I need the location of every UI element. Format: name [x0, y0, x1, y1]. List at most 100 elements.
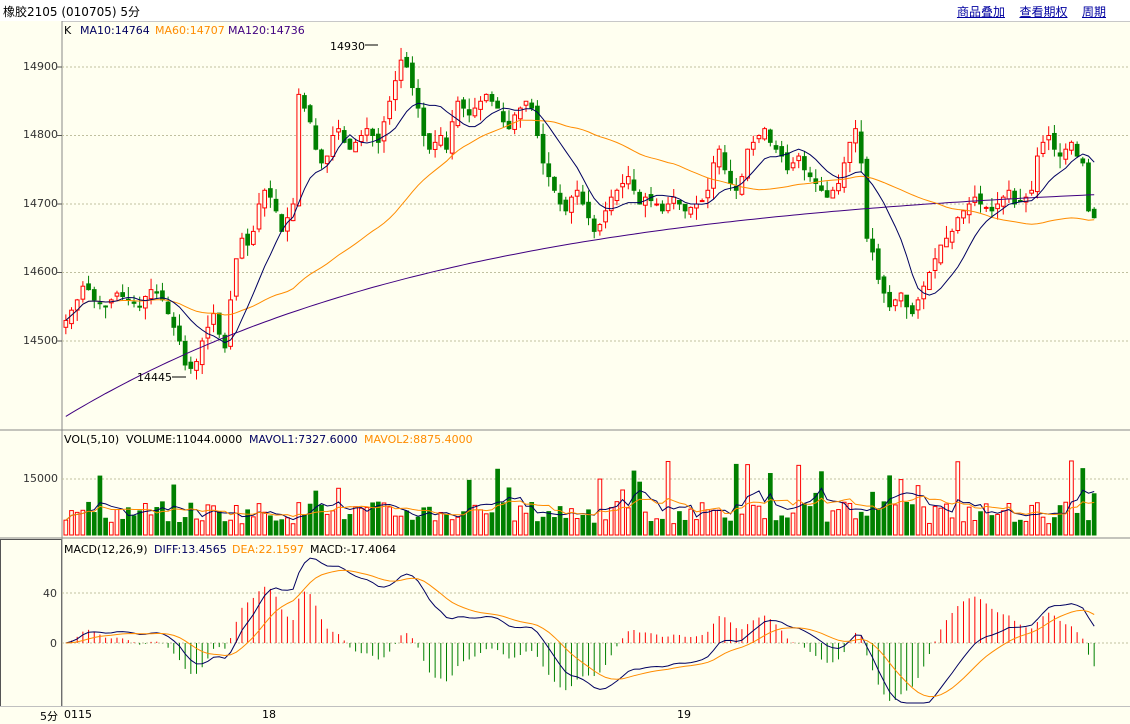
candle-body: [762, 128, 767, 140]
volume-bar: [290, 523, 296, 536]
candle-body: [444, 137, 449, 150]
overlay-product-link[interactable]: 商品叠加: [956, 5, 1005, 19]
candle-body: [387, 100, 393, 120]
volume-bar: [807, 506, 813, 536]
candle-body: [728, 170, 733, 184]
volume-bar: [1069, 460, 1074, 536]
volume-bar: [915, 485, 921, 536]
volume-bar: [131, 515, 137, 536]
candle-body: [796, 155, 802, 162]
candle-body: [955, 217, 961, 231]
volume-bar: [444, 513, 449, 536]
candle-body: [319, 149, 324, 164]
candle-body: [1057, 152, 1063, 157]
volume-bar: [336, 487, 341, 536]
volume-bar: [1057, 505, 1063, 536]
volume-bar: [938, 507, 944, 536]
volume-bar: [836, 509, 841, 536]
volume-bar: [194, 518, 199, 536]
volume-bar: [762, 518, 767, 536]
volume-bar: [523, 512, 529, 536]
volume-bar: [716, 509, 722, 536]
volume-bar: [608, 507, 614, 536]
volume-bar: [603, 519, 608, 536]
candle-body: [233, 258, 239, 297]
volume-bar: [580, 514, 586, 536]
volume-bar: [728, 520, 733, 536]
volume-bar: [552, 517, 557, 536]
candle-body: [1000, 196, 1006, 207]
candle-body: [779, 146, 785, 157]
vol-legend: VOL(5,10): [64, 433, 120, 446]
volume-bar: [921, 506, 927, 536]
volume-bar: [233, 505, 239, 536]
candle-body: [358, 135, 364, 143]
candle-body: [415, 87, 421, 109]
candle-body: [608, 196, 614, 212]
volume-bar: [478, 509, 483, 536]
volume-bar: [1012, 521, 1017, 536]
volume-bar: [80, 509, 86, 536]
volume-bar: [455, 516, 461, 536]
volume-bar: [711, 509, 716, 536]
volume-bar: [466, 479, 472, 536]
candle-body: [495, 100, 500, 109]
candle-body: [813, 178, 819, 184]
candle-body: [63, 319, 69, 328]
candle-body: [148, 289, 154, 300]
candle-body: [353, 141, 358, 153]
candle-body: [472, 107, 478, 117]
candle-body: [1029, 189, 1035, 194]
volume-bar: [160, 501, 165, 536]
period-label: 5分: [40, 710, 58, 723]
candle-body: [336, 128, 341, 133]
candle-body: [739, 176, 745, 195]
volume-bar: [910, 504, 915, 536]
candle-body: [841, 162, 847, 188]
candle-body: [268, 188, 273, 198]
candle-body: [91, 289, 97, 301]
candle-body: [143, 295, 148, 309]
volume-bar: [415, 516, 421, 536]
volume-bar: [586, 509, 591, 536]
candle-body: [665, 203, 671, 212]
volume-bar: [517, 505, 523, 536]
xtick-18: 18: [262, 708, 276, 721]
candle-body: [188, 361, 194, 369]
mavol2-line: [65, 495, 1095, 521]
volume-bar: [892, 504, 898, 536]
volume-bar: [364, 506, 370, 536]
period-link[interactable]: 周期: [1081, 5, 1106, 19]
candle-body: [478, 100, 483, 110]
volume-bar: [421, 507, 427, 536]
volume-bar: [1046, 523, 1052, 536]
candle-body: [114, 292, 120, 297]
candle-body: [404, 56, 410, 68]
volume-bar: [660, 518, 665, 536]
candle-body: [620, 182, 625, 188]
volume-bar: [273, 520, 279, 536]
candle-body: [847, 141, 853, 163]
volume-bar: [733, 463, 739, 536]
candle-body: [745, 148, 750, 179]
volume-bar: [819, 471, 824, 536]
volume-bar: [205, 504, 211, 536]
macd-axis-box: 40 0: [0, 539, 62, 707]
candle-body: [654, 203, 660, 206]
view-options-link[interactable]: 查看期权: [1019, 5, 1068, 19]
low-label: 14445: [137, 371, 172, 384]
volume-bar: [932, 506, 938, 536]
volume-bar: [370, 502, 375, 536]
volume-bar: [74, 511, 80, 536]
candle-body: [563, 199, 569, 212]
title-bar: 橡胶2105 (010705) 5分 商品叠加 查看期权 周期: [0, 0, 1130, 22]
ma120-legend: MA120:14736: [228, 24, 305, 37]
volume-bar: [597, 478, 603, 536]
volume-bar: [546, 511, 552, 536]
volume-bar: [228, 519, 233, 536]
volume-bar: [745, 464, 750, 536]
volume-bar: [944, 503, 949, 536]
volume-bar: [694, 519, 699, 536]
volume-bar: [557, 506, 563, 536]
candle-body: [938, 244, 944, 264]
